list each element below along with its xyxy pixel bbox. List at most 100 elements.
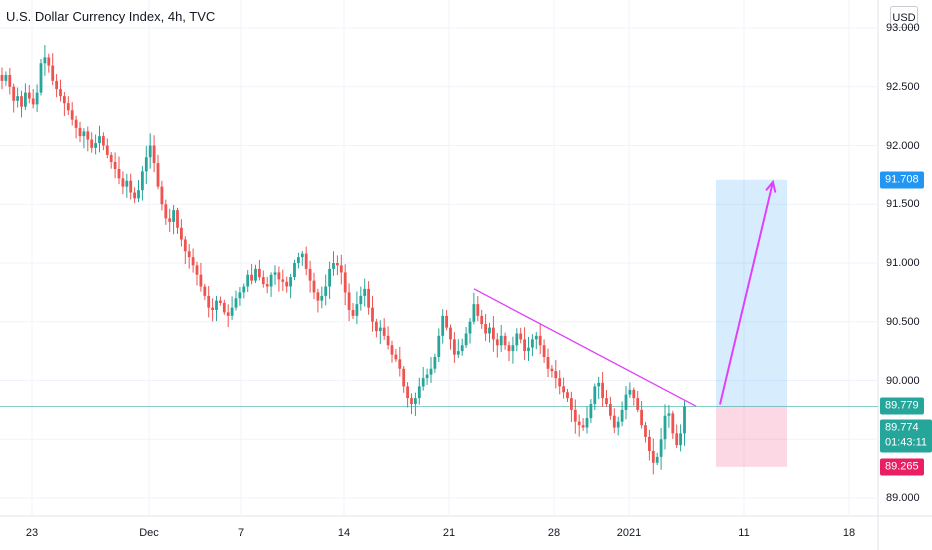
candle-body (554, 371, 558, 379)
candle-body (534, 335, 538, 340)
candle-body (269, 274, 273, 287)
candle-body (378, 327, 382, 332)
candle-body (242, 286, 246, 293)
candle-body (183, 239, 187, 252)
candle-body (636, 398, 640, 410)
candle-body (187, 251, 191, 258)
candle-body (347, 292, 351, 310)
candle-body (289, 277, 292, 287)
candle-body (558, 378, 562, 387)
candle-body (542, 345, 546, 357)
candle-body (527, 347, 530, 352)
candle-body (437, 335, 441, 357)
candle-body (566, 392, 569, 399)
candle-body (63, 96, 66, 104)
candle-body (417, 386, 421, 399)
candle-body (581, 425, 585, 428)
candle-body (663, 415, 667, 440)
candle-body (585, 418, 589, 428)
candle-body (117, 169, 121, 179)
candle-body (605, 398, 608, 404)
time-tick-label: 14 (337, 527, 351, 539)
candle-body (86, 131, 90, 140)
target-price-label: 91.708 (880, 171, 924, 189)
time-tick-label: 11 (738, 527, 750, 539)
candle-body (207, 295, 211, 308)
candle-body (472, 304, 476, 322)
time-tick-label: 7 (237, 527, 245, 539)
candle-body (597, 382, 601, 387)
candle-body (609, 404, 612, 416)
candle-body (425, 374, 429, 379)
candle-body (230, 307, 234, 316)
candle-body (523, 339, 526, 352)
candle-body (55, 80, 58, 90)
candle-body (355, 304, 359, 316)
candle-body (180, 227, 183, 240)
candle-body (98, 136, 101, 144)
candle-body (460, 345, 464, 352)
price-tick-label: 93.000 (886, 22, 920, 34)
candle-body (156, 163, 160, 187)
candle-body (343, 272, 347, 293)
bar-countdown: 01:43:11 (885, 436, 928, 449)
time-tick-label: 2021 (616, 527, 642, 539)
candle-body (246, 274, 250, 287)
candle-body (640, 409, 643, 426)
candle-body (601, 382, 604, 399)
candle-body (616, 421, 620, 428)
candle-body (328, 268, 331, 287)
candle-body (226, 312, 230, 316)
candle-body (515, 333, 519, 346)
candle-body (94, 143, 97, 148)
trendline (473, 288, 697, 407)
candle-body (589, 404, 593, 419)
candle-body (102, 136, 105, 146)
candle-body (31, 98, 35, 105)
candle-body (16, 96, 19, 101)
candle-body (35, 92, 39, 105)
price-tick-label: 91.500 (886, 198, 920, 211)
time-tick-label: 28 (547, 527, 561, 539)
candle-body (312, 280, 316, 293)
candle-body (679, 433, 682, 446)
candle-body (51, 65, 55, 81)
candle-body (675, 433, 679, 446)
candle-body (129, 180, 133, 193)
candle-body (406, 386, 409, 399)
candle-body (144, 157, 148, 172)
candle-body (168, 218, 172, 222)
projection-arrow (719, 181, 774, 405)
candle-body (390, 345, 394, 355)
currency-button[interactable]: USD (890, 6, 918, 28)
price-tick-label: 91.000 (886, 257, 920, 269)
candle-body (211, 307, 214, 310)
candle-body (300, 253, 304, 258)
candle-body (655, 456, 659, 463)
last-price-label: 89.774 01:43:11 (880, 419, 932, 453)
candle-body (620, 409, 624, 422)
candle-body (410, 398, 413, 404)
candle-body (480, 315, 484, 325)
candle-body (66, 103, 70, 111)
candle-body (371, 307, 374, 322)
candle-body (394, 354, 398, 360)
stop-price-label: 89.265 (880, 458, 924, 476)
price-tick-label: 90.000 (886, 374, 920, 387)
candle-body (195, 265, 199, 275)
time-tick-label: 21 (442, 527, 456, 539)
price-tick-label: 90.500 (886, 315, 920, 328)
candle-body (164, 204, 168, 219)
candle-body (671, 413, 675, 434)
candle-body (12, 86, 16, 101)
candle-body (234, 298, 238, 308)
candle-body (351, 310, 355, 316)
candle-body (90, 139, 94, 148)
candle-body (308, 268, 312, 281)
candle-body (628, 389, 632, 395)
candle-body (20, 96, 23, 107)
candle-body (250, 274, 253, 281)
candle-body (82, 131, 86, 137)
last-price-value: 89.774 (885, 421, 919, 434)
